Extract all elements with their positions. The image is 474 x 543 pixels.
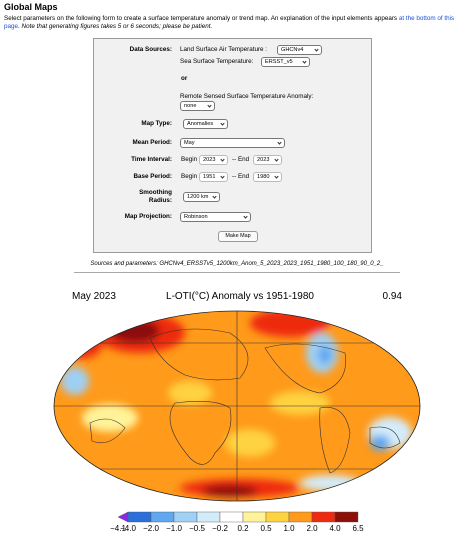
colorbar-swatch — [242, 511, 267, 523]
colorbar-swatch — [334, 511, 359, 523]
colorbar-swatch — [173, 511, 198, 523]
colorbar-label: 4.0 — [329, 524, 341, 533]
intro-text: Select parameters on the following form … — [4, 15, 398, 22]
input[interactable]: 1951 — [199, 172, 228, 182]
colorbar-label: 2.0 — [306, 524, 318, 533]
colorbar-label: −1.0 — [166, 524, 182, 533]
intro-end: . — [18, 23, 20, 30]
field-label: Begin — [181, 156, 198, 163]
form-label: Base Period: — [133, 173, 173, 180]
intro-link[interactable]: at the bottom of this page — [4, 15, 455, 30]
form-label: Smoothing Radius: — [139, 189, 172, 204]
colorbar-label: −0.5 — [189, 524, 205, 533]
field-label: Remote Sensed Surface Temperature Anomal… — [180, 93, 314, 100]
colorbar-label: 0.5 — [260, 524, 272, 533]
colorbar-swatch — [196, 511, 221, 523]
select[interactable]: 1200 km — [183, 192, 220, 202]
select[interactable]: Anomalies — [183, 119, 228, 129]
map-outline — [53, 310, 421, 502]
form-label: Time Interval: — [131, 156, 172, 163]
colorbar-label: 6.5 — [352, 524, 364, 533]
colorbar-label: −4.1 — [110, 524, 126, 533]
input[interactable]: 2023 — [199, 155, 228, 165]
colorbar-label: 0.2 — [237, 524, 249, 533]
form-label: Data Sources: — [129, 46, 172, 53]
field-label: Land Surface Air Temperature : — [180, 46, 268, 53]
page-title: Global Maps — [4, 2, 58, 12]
intro-note: Note that generating figures takes 5 or … — [21, 23, 213, 30]
colorbar-label: −0.2 — [212, 524, 228, 533]
colorbar-swatch — [288, 511, 313, 523]
sources: Sources and parameters: GHCNv4_ERSSTv5_1… — [90, 261, 384, 267]
form-label: Mean Period: — [132, 139, 172, 146]
map-left-title: May 2023 — [72, 291, 116, 302]
map-figure: May 2023 L-OTI(°C) Anomaly vs 1951-1980 … — [53, 291, 421, 533]
colorbar: −4.1−4.0 −2.0 −1.0 −0.5 −0.2 0.2 0.5 1.0 2.0 4.0 6… — [110, 511, 364, 533]
input[interactable]: 2023 — [253, 155, 282, 165]
select[interactable]: May — [180, 138, 285, 148]
colorbar-label: −4.0 — [120, 524, 136, 533]
or-text: or — [181, 75, 188, 82]
form-label: Map Projection: — [124, 213, 172, 220]
colorbar-swatch — [127, 511, 152, 523]
form-label: Map Type: — [141, 120, 172, 127]
colorbar-swatch — [219, 511, 244, 523]
colorbar-swatch — [265, 511, 290, 523]
select[interactable]: Robinson — [180, 212, 251, 222]
colorbar-label: 1.0 — [283, 524, 295, 533]
colorbar-triangle — [117, 511, 129, 523]
field-label: -- End — [232, 173, 250, 180]
intro: Select parameters on the following form … — [4, 15, 470, 31]
map-global-mean: 0.94 — [383, 291, 403, 302]
select[interactable]: ERSST_v5 — [261, 57, 310, 67]
field-label: Begin — [181, 173, 198, 180]
select[interactable]: none — [180, 101, 215, 111]
field-label: -- End — [232, 156, 250, 163]
field-label: Sea Surface Temperature: — [180, 58, 254, 65]
colorbar-swatch — [311, 511, 336, 523]
select[interactable]: GHCNv4 — [277, 45, 322, 55]
map-title: L-OTI(°C) Anomaly vs 1951-1980 — [166, 291, 314, 302]
colorbar-swatch — [150, 511, 175, 523]
input[interactable]: 1980 — [253, 172, 282, 182]
map-field — [54, 311, 420, 501]
make-map-button[interactable]: Make Map — [218, 231, 258, 242]
colorbar-label: −2.0 — [143, 524, 159, 533]
divider — [74, 272, 400, 273]
